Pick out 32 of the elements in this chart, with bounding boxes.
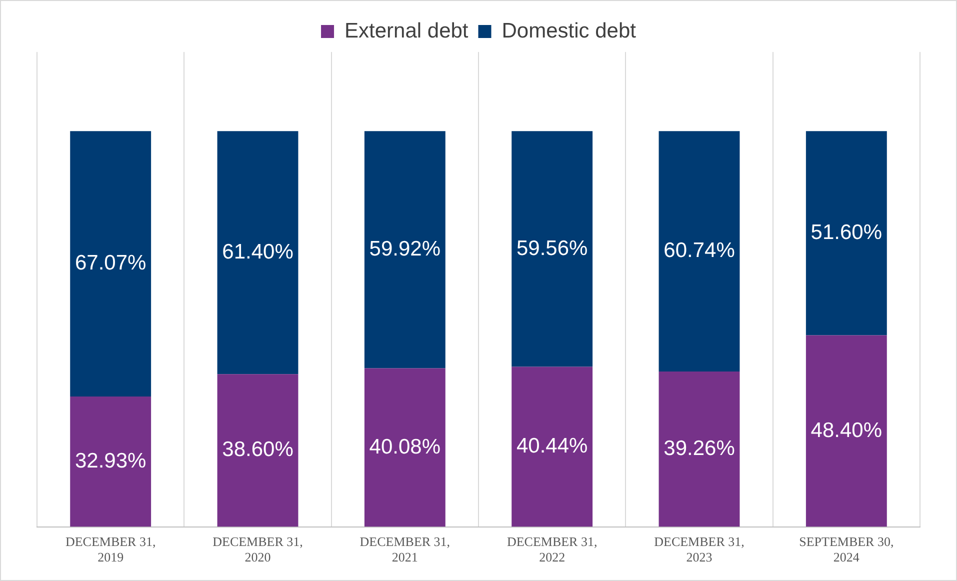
data-label: 40.44% <box>516 434 588 458</box>
data-label: 59.92% <box>369 237 441 260</box>
x-tick-label: DECEMBER 31, 2022 <box>506 534 598 565</box>
bar <box>658 131 740 372</box>
bar <box>806 131 887 336</box>
x-tick-label: DECEMBER 31, 2020 <box>212 534 303 565</box>
data-label: 38.60% <box>222 438 294 462</box>
data-label: 59.56% <box>516 236 588 260</box>
bar <box>364 368 446 527</box>
bar <box>806 335 887 527</box>
bar <box>364 131 446 368</box>
legend-label: Domestic debt <box>502 19 636 42</box>
data-label: 60.74% <box>664 239 735 262</box>
data-label: 61.40% <box>222 240 294 264</box>
data-label: 51.60% <box>810 221 882 244</box>
bar <box>512 366 593 527</box>
bar <box>70 396 152 527</box>
bar <box>217 131 298 374</box>
x-tick-label: DECEMBER 31, 2023 <box>654 534 744 565</box>
bar <box>658 371 740 527</box>
data-label: 39.26% <box>664 436 735 460</box>
data-label: 48.40% <box>810 418 882 442</box>
data-label: 67.07% <box>74 252 146 275</box>
x-tick-label: DECEMBER 31, 2019 <box>65 534 156 565</box>
legend-label: External debt <box>344 19 468 42</box>
bar <box>70 131 152 397</box>
data-label: 40.08% <box>369 435 441 458</box>
bar <box>217 374 298 527</box>
x-tick-label: DECEMBER 31, 2021 <box>360 534 450 565</box>
bar <box>512 131 593 367</box>
data-label: 32.93% <box>74 449 146 472</box>
x-tick-label: SEPTEMBER 30, 2024 <box>799 534 894 565</box>
